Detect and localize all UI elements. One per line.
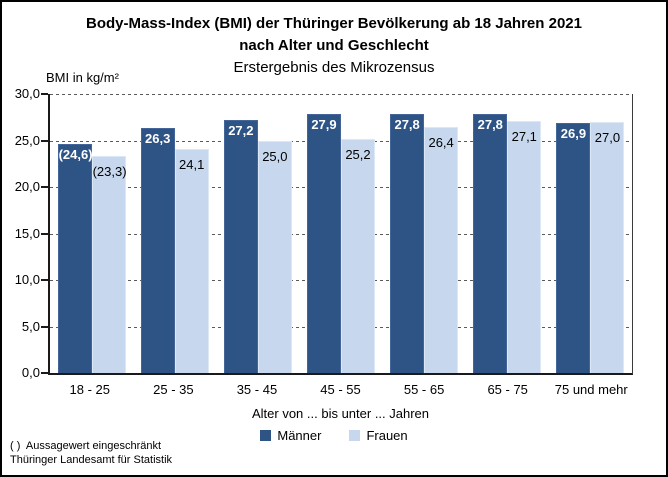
x-axis-categories: 18 - 25 25 - 35 35 - 45 45 - 55 55 - 65 65 - … bbox=[48, 382, 633, 397]
gridline bbox=[50, 94, 632, 95]
y-tick-label: 20,0 bbox=[14, 179, 40, 194]
y-tick-label: 15,0 bbox=[14, 225, 40, 241]
chart-subtitle: Erstergebnis des Mikrozensus bbox=[233, 59, 435, 76]
bar-group: (24,6) (23,3) bbox=[50, 94, 133, 373]
bar-männer: (24,6) bbox=[57, 144, 93, 373]
bar-frauen: 24,1 bbox=[174, 148, 209, 373]
bar-value-label: 27,9 bbox=[311, 116, 337, 132]
bar-value-label: 27,8 bbox=[477, 117, 503, 133]
legend-item-frauen: Frauen bbox=[349, 428, 408, 443]
y-axis-unit-label: BMI in kg/m² bbox=[46, 70, 119, 85]
bar-frauen: 25,0 bbox=[257, 140, 292, 373]
bar-value-label: 27,2 bbox=[228, 123, 254, 139]
category-label: 25 - 35 bbox=[153, 382, 194, 397]
category-label: 65 - 75 bbox=[487, 382, 528, 397]
y-tick-label: 0,0 bbox=[21, 365, 40, 380]
bar-group: 27,8 26,4 bbox=[383, 94, 466, 373]
bar-value-label: 24,1 bbox=[179, 156, 205, 172]
bar-group: 27,8 27,1 bbox=[466, 94, 549, 373]
bar-männer: 26,3 bbox=[140, 128, 175, 373]
bar-frauen: (23,3) bbox=[91, 156, 127, 373]
bar-group: 27,2 25,0 bbox=[216, 94, 299, 373]
bar-value-label: 27,8 bbox=[394, 117, 420, 133]
legend: Männer Frauen bbox=[2, 428, 666, 443]
bar-value-label: 27,1 bbox=[511, 128, 537, 144]
footnote-symbol-note: ( ) Aussagewert eingeschränkt bbox=[10, 440, 162, 452]
category-label: 18 - 25 bbox=[69, 382, 111, 397]
category-label: 55 - 65 bbox=[403, 382, 445, 397]
y-tick-mark bbox=[41, 139, 48, 142]
bar-value-label: 25,0 bbox=[262, 148, 288, 164]
bar-frauen: 27,0 bbox=[590, 121, 625, 373]
bar-männer: 26,9 bbox=[556, 122, 591, 373]
legend-label: Männer bbox=[277, 428, 322, 443]
y-tick-mark bbox=[41, 93, 48, 95]
legend-item-männer: Männer bbox=[260, 428, 321, 443]
bar-value-label: 26,3 bbox=[145, 131, 171, 147]
y-tick-mark bbox=[41, 279, 48, 281]
bar-value-label: 26,4 bbox=[428, 135, 454, 151]
bar-groups: (24,6) (23,3) 26,3 24,1 27,2 25,0 27,9 25,2 27,8… bbox=[50, 94, 632, 373]
chart-title-block: Body-Mass-Index (BMI) der Thüringer Bevö… bbox=[2, 13, 666, 79]
y-tick-mark bbox=[41, 325, 48, 328]
chart-title-line1: Body-Mass-Index (BMI) der Thüringer Bevö… bbox=[86, 15, 582, 32]
bar-frauen: 26,4 bbox=[424, 127, 459, 373]
bar-männer: 27,9 bbox=[306, 113, 341, 373]
bar-group: 26,9 27,0 bbox=[549, 94, 632, 373]
bar-value-label: 27,0 bbox=[594, 129, 621, 145]
x-axis-label: Alter von ... bis unter ... Jahren bbox=[251, 406, 430, 421]
y-tick-label: 5,0 bbox=[21, 318, 40, 334]
category-label: 75 und mehr bbox=[554, 382, 628, 397]
bar-value-label: (23,3) bbox=[92, 164, 127, 180]
y-tick-label: 30,0 bbox=[14, 86, 40, 101]
bar-group: 26,3 24,1 bbox=[133, 94, 216, 373]
y-tick-mark bbox=[41, 186, 48, 188]
bar-value-label: 25,2 bbox=[345, 146, 371, 162]
legend-swatch-icon bbox=[260, 430, 272, 441]
plot-area: (24,6) (23,3) 26,3 24,1 27,2 25,0 27,9 25,2 27,8… bbox=[48, 94, 633, 375]
bar-männer: 27,2 bbox=[223, 120, 258, 373]
bar-value-label: 26,9 bbox=[560, 125, 587, 141]
y-tick-label: 10,0 bbox=[14, 272, 40, 287]
chart-title-line2: nach Alter und Geschlecht bbox=[239, 37, 429, 54]
bar-group: 27,9 25,2 bbox=[299, 94, 382, 373]
y-tick-label: 25,0 bbox=[14, 132, 40, 148]
bar-frauen: 27,1 bbox=[507, 120, 542, 373]
bar-frauen: 25,2 bbox=[340, 138, 375, 373]
y-tick-mark bbox=[41, 232, 48, 235]
y-tick-mark bbox=[41, 372, 48, 374]
legend-swatch-icon bbox=[349, 430, 361, 441]
bar-value-label: (24,6) bbox=[58, 147, 93, 163]
bar-männer: 27,8 bbox=[473, 114, 508, 373]
bar-männer: 27,8 bbox=[390, 114, 425, 373]
category-label: 35 - 45 bbox=[236, 382, 278, 397]
category-label: 45 - 55 bbox=[320, 382, 361, 397]
legend-label: Frauen bbox=[366, 428, 408, 443]
footnote-source: Thüringer Landesamt für Statistik bbox=[10, 454, 173, 466]
